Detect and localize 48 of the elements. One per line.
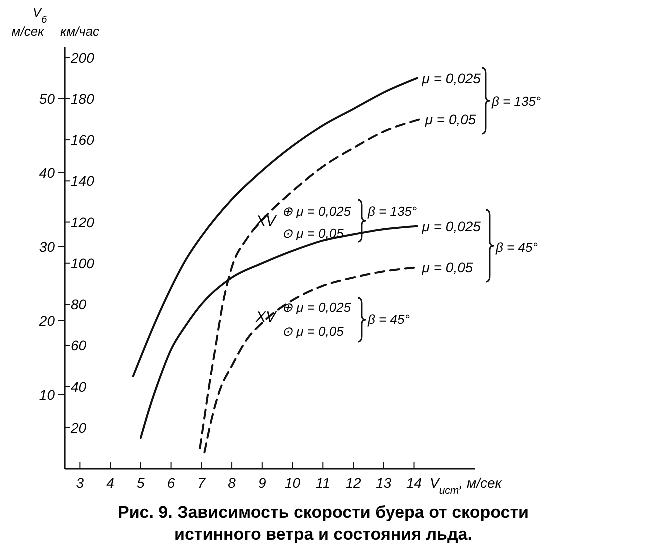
y-tick-label: 100 xyxy=(71,255,95,272)
annotation: XV xyxy=(255,213,278,230)
x-tick-label: 5 xyxy=(137,475,146,491)
text: β = 135° xyxy=(491,94,542,109)
y-axis-title: км/час xyxy=(60,24,100,39)
y-tick-label: 160 xyxy=(71,132,95,148)
series-label: μ = 0,025 xyxy=(421,218,482,234)
x-tick-label: 3 xyxy=(76,475,84,491)
text: Рис. 9. Зависимость скорости буера от скорости истинного ветра и состояния льда. xyxy=(118,503,530,544)
x-tick-label: 4 xyxy=(106,475,115,491)
annotation: ⊙ μ = 0,05 xyxy=(282,226,345,241)
annotation: ⊕ μ = 0,025 xyxy=(282,300,352,315)
x-tick-label: 11 xyxy=(316,475,330,491)
y-tick-label: 140 xyxy=(71,173,95,190)
series-label: μ = 0,05 xyxy=(421,260,474,276)
series-label: μ = 0,025 xyxy=(421,70,482,86)
annotation: β = 135° xyxy=(367,204,418,219)
x-tick-label: 8 xyxy=(228,475,236,491)
y2-tick-label: 10 xyxy=(39,386,56,403)
y-tick-label: 120 xyxy=(71,214,95,230)
y2-tick-label: 30 xyxy=(39,238,56,255)
y-tick-label: 200 xyxy=(70,50,95,66)
y-tick-label: 20 xyxy=(70,420,87,436)
x-axis-title: V$_{ист}$, м/сек xyxy=(430,475,504,497)
x-tick-label: 14 xyxy=(406,475,422,491)
y-tick-label: 180 xyxy=(71,90,95,107)
series-label: μ = 0,05 xyxy=(424,111,476,128)
line-series xyxy=(204,266,418,454)
x-tick-label: 9 xyxy=(258,475,267,491)
y2-tick-label: 50 xyxy=(39,90,56,107)
text: β = 45° xyxy=(495,240,538,255)
annotation: ⊕ μ = 0,025 xyxy=(282,204,352,219)
y-tick-label: 60 xyxy=(71,338,87,354)
x-tick-label: 13 xyxy=(376,475,392,491)
text: V$_{б}$ xyxy=(32,5,48,26)
y2-axis-title: м/сек xyxy=(12,24,46,39)
line-series xyxy=(132,77,418,378)
x-tick-label: 7 xyxy=(198,475,207,491)
annotation: β = 45° xyxy=(367,312,410,327)
y-tick-label: 80 xyxy=(71,296,87,313)
annotation: ⊙ μ = 0,05 xyxy=(282,324,345,339)
x-tick-label: 10 xyxy=(284,475,301,491)
y2-tick-label: 20 xyxy=(38,312,56,329)
y-tick-label: 40 xyxy=(71,378,87,395)
annotation: XV xyxy=(255,309,278,326)
x-tick-label: 6 xyxy=(167,475,176,491)
y2-tick-label: 40 xyxy=(39,164,56,181)
x-tick-label: 12 xyxy=(346,475,362,491)
